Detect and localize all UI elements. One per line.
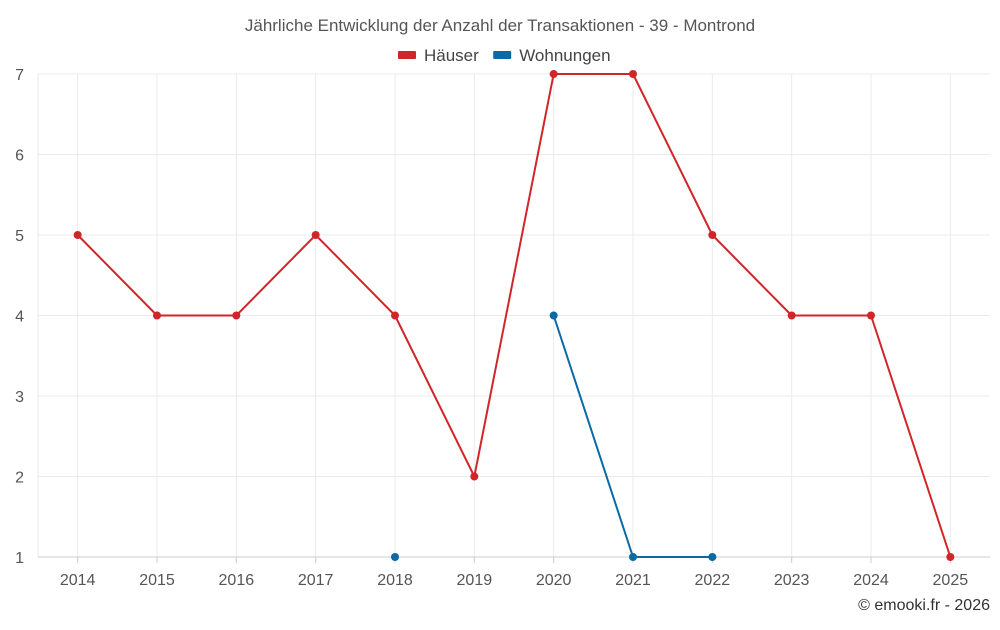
legend-label-1: Wohnungen	[519, 46, 610, 65]
series-0-point-2020[interactable]	[549, 70, 558, 78]
legend-label-0: Häuser	[424, 46, 479, 65]
x-tick-label-2017: 2017	[298, 572, 334, 589]
x-tick-label-2023: 2023	[774, 572, 810, 589]
x-tick-label-2019: 2019	[457, 572, 493, 589]
series-0-point-2015[interactable]	[153, 311, 161, 320]
series-1-point-2022[interactable]	[708, 553, 717, 561]
x-tick-label-2020: 2020	[536, 572, 572, 589]
series-0-line-segment-0	[76, 73, 952, 558]
y-tick-label-6: 6	[15, 148, 24, 165]
series-0-point-2024[interactable]	[867, 311, 875, 320]
x-tick-label-2018: 2018	[377, 572, 413, 589]
series-0-point-2021[interactable]	[629, 70, 637, 78]
series-0-point-2014[interactable]	[73, 231, 82, 239]
axes: 1 2 3 4 5 6 7 2014 2015 2016 2017 2018 2019 2020 2021 2…	[15, 67, 990, 589]
series-0-point-2017[interactable]	[311, 231, 320, 239]
legend-swatch-1	[493, 51, 512, 59]
series-0-point-2022[interactable]	[708, 231, 717, 239]
legend-item-1[interactable]: Wohnungen	[493, 46, 611, 65]
x-tick-label-2025: 2025	[933, 572, 969, 589]
series-0-point-2016[interactable]	[232, 311, 241, 320]
x-tick-label-2015: 2015	[139, 572, 175, 589]
x-tick-label-2022: 2022	[695, 572, 731, 589]
series-0-point-2019[interactable]	[470, 472, 479, 481]
series-0-point-2023[interactable]	[787, 311, 796, 320]
series-1-point-2021[interactable]	[629, 553, 637, 561]
series-layer	[73, 70, 955, 561]
x-tick-label-2014: 2014	[60, 572, 96, 589]
y-tick-label-3: 3	[15, 389, 24, 406]
series-0-point-2025[interactable]	[946, 553, 955, 561]
series-1	[391, 311, 717, 561]
y-tick-label-7: 7	[15, 67, 24, 84]
x-tick-label-2024: 2024	[853, 572, 889, 589]
legend-item-0[interactable]: Häuser	[398, 46, 479, 65]
chart-title: Jährliche Entwicklung der Anzahl der Tra…	[245, 16, 755, 35]
y-tick-label-2: 2	[15, 470, 24, 487]
y-tick-label-4: 4	[15, 309, 24, 326]
legend-swatch-0	[398, 51, 416, 59]
footer-credit: © emooki.fr - 2026	[858, 597, 990, 614]
legend: Häuser Wohnungen	[398, 46, 611, 65]
x-tick-label-2016: 2016	[219, 572, 255, 589]
series-1-point-2018[interactable]	[391, 553, 399, 561]
x-tick-label-2021: 2021	[615, 572, 651, 589]
y-tick-label-1: 1	[15, 550, 24, 567]
series-1-point-2020[interactable]	[549, 311, 558, 320]
series-0	[73, 70, 955, 561]
y-tick-label-5: 5	[15, 228, 24, 245]
series-0-point-2018[interactable]	[391, 311, 399, 320]
